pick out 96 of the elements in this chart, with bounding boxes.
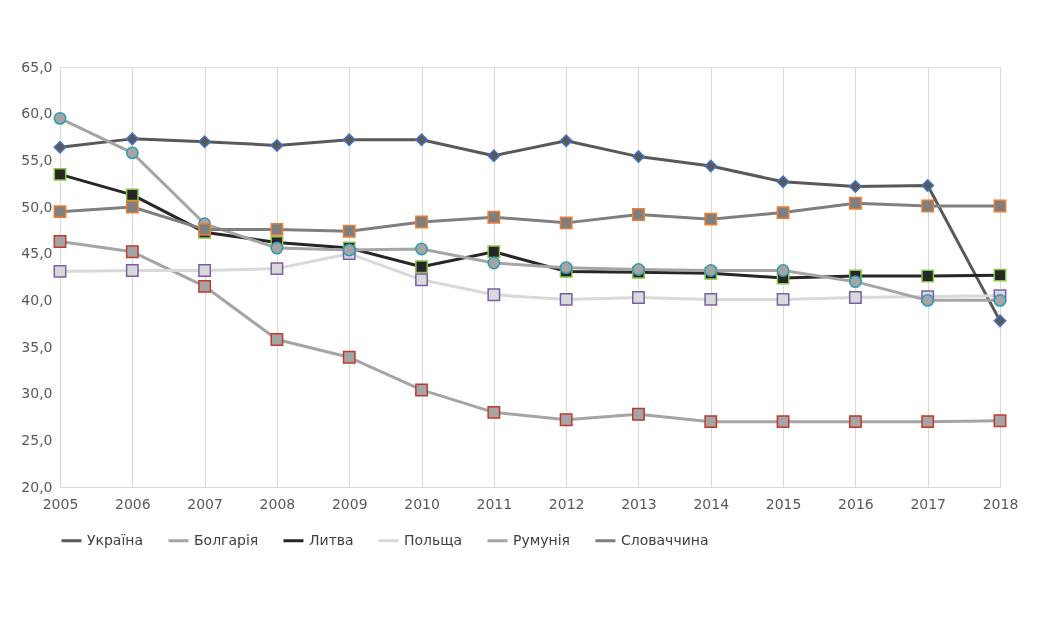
y-tick-label: 30,0	[21, 385, 53, 402]
point	[125, 146, 139, 160]
point	[632, 291, 645, 304]
point	[776, 292, 790, 306]
legend-label: Польща	[404, 531, 463, 548]
y-tick-label: 45,0	[21, 245, 53, 262]
y-tick-label: 35,0	[21, 338, 53, 355]
y-tick-label: 50,0	[21, 198, 53, 215]
legend-label: Румунія	[513, 531, 571, 548]
point	[125, 188, 139, 202]
point	[848, 291, 862, 304]
point	[270, 262, 284, 276]
point	[53, 205, 67, 219]
x-tick-label: 2005	[42, 495, 79, 512]
point	[632, 208, 645, 221]
x-tick-label: 2015	[765, 495, 802, 512]
point	[921, 269, 935, 283]
x-tick-label: 2006	[114, 495, 151, 512]
point	[53, 167, 67, 181]
point	[125, 245, 139, 259]
point	[415, 133, 428, 147]
point	[704, 415, 718, 429]
point	[993, 268, 1007, 282]
point	[415, 260, 428, 274]
point	[53, 235, 67, 248]
x-tick-label: 2007	[187, 495, 223, 512]
point	[776, 175, 790, 189]
point	[342, 350, 356, 364]
legend-label: Литва	[309, 531, 354, 548]
point	[848, 275, 862, 289]
x-tick-label: 2013	[621, 495, 657, 512]
point	[53, 264, 67, 278]
y-tick-label: 60,0	[21, 105, 53, 122]
point	[487, 245, 501, 259]
y-tick-label: 55,0	[21, 151, 53, 168]
point	[487, 288, 501, 302]
x-tick-label: 2012	[548, 495, 585, 512]
point	[270, 222, 284, 236]
point	[921, 179, 935, 192]
point	[487, 405, 501, 419]
legend-label: Словаччина	[621, 531, 709, 548]
point	[487, 256, 501, 270]
point	[53, 140, 67, 154]
point	[776, 206, 790, 220]
point	[487, 149, 501, 163]
point	[125, 132, 139, 146]
point	[632, 150, 645, 164]
y-tick-label: 25,0	[21, 431, 53, 448]
point	[776, 415, 790, 429]
point	[559, 134, 573, 148]
point	[776, 264, 790, 277]
y-tick-label: 40,0	[21, 291, 53, 308]
point	[198, 135, 212, 149]
point	[559, 413, 573, 427]
point	[848, 196, 862, 210]
point	[342, 133, 356, 147]
point	[198, 279, 212, 293]
x-tick-label: 2009	[331, 495, 368, 512]
point	[125, 200, 139, 214]
point	[270, 241, 284, 255]
point	[415, 273, 428, 287]
x-tick-label: 2016	[838, 495, 874, 512]
point	[993, 314, 1007, 328]
point	[487, 210, 501, 224]
point	[848, 415, 862, 429]
point	[342, 224, 356, 238]
point	[632, 407, 645, 421]
point	[125, 264, 139, 277]
point	[415, 215, 428, 229]
point	[415, 242, 428, 256]
point	[704, 159, 718, 173]
point	[993, 293, 1007, 307]
point	[993, 414, 1007, 428]
point	[270, 333, 284, 346]
point	[270, 138, 284, 152]
point	[415, 383, 428, 397]
point	[559, 216, 573, 230]
x-tick-label: 2014	[693, 495, 730, 512]
point	[921, 415, 935, 429]
x-tick-label: 2018	[982, 495, 1019, 512]
y-tick-label: 65,0	[21, 58, 53, 75]
point	[53, 111, 67, 125]
point	[921, 199, 935, 213]
x-tick-label: 2017	[910, 495, 947, 512]
y-tick-label: 20,0	[21, 478, 53, 495]
legend-label: Болгарія	[194, 531, 259, 548]
x-tick-label: 2011	[476, 495, 513, 512]
point	[559, 292, 573, 306]
point	[704, 292, 718, 306]
legend-label: Україна	[87, 531, 144, 548]
point	[198, 264, 212, 277]
point	[993, 199, 1007, 213]
point	[848, 180, 862, 193]
x-tick-label: 2008	[259, 495, 296, 512]
x-tick-label: 2010	[404, 495, 440, 512]
point	[704, 212, 718, 226]
